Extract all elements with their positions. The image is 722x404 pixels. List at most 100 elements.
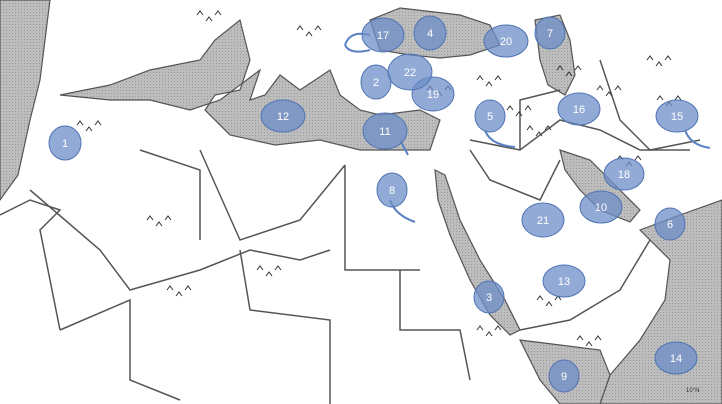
marker-circle [413, 15, 447, 51]
marker-1[interactable]: 1 [48, 125, 82, 161]
marker-circle [483, 24, 529, 58]
marker-18[interactable]: 18 [603, 157, 645, 191]
marker-15[interactable]: 15 [655, 99, 699, 133]
marker-6[interactable]: 6 [654, 207, 686, 241]
marker-label: 7 [547, 28, 553, 40]
marker-circle [260, 99, 306, 133]
atlantic-ocean [0, 0, 51, 202]
mountain-icon [205, 16, 213, 22]
mountain-icon [214, 10, 222, 16]
mountain-icon [596, 85, 604, 91]
mountain-icon [524, 105, 532, 111]
mountain-icon [166, 285, 174, 291]
marker-21[interactable]: 21 [521, 202, 565, 238]
mountain-icon [494, 75, 502, 81]
marker-circle [654, 341, 698, 375]
mountain-icon [296, 25, 304, 31]
mountain-icon [656, 95, 664, 101]
mountain-icon [314, 25, 322, 31]
marker-circle [376, 172, 408, 208]
marker-5[interactable]: 5 [474, 99, 506, 133]
marker-label: 19 [427, 89, 439, 101]
marker-4[interactable]: 4 [413, 15, 447, 51]
marker-label: 4 [427, 28, 433, 40]
marker-label: 20 [500, 36, 512, 48]
mountain-icon [634, 155, 642, 161]
mountain-icon [274, 265, 282, 271]
marker-circle [361, 17, 405, 53]
mediterranean-sea [59, 18, 441, 151]
mountain-icon [476, 75, 484, 81]
mountain-icon [476, 325, 484, 331]
marker-label: 11 [379, 126, 390, 138]
mountain-icon [506, 105, 514, 111]
marker-label: 8 [389, 185, 395, 197]
marker-20[interactable]: 20 [483, 24, 529, 58]
marker-circle [548, 359, 580, 393]
mountain-icon [164, 215, 172, 221]
mountain-icon [184, 285, 192, 291]
marker-13[interactable]: 13 [542, 264, 586, 298]
marker-17[interactable]: 17 [361, 17, 405, 53]
marker-label: 9 [561, 371, 567, 383]
marker-14[interactable]: 14 [654, 341, 698, 375]
marker-label: 2 [373, 77, 379, 89]
marker-12[interactable]: 12 [260, 99, 306, 133]
mountain-icon [574, 65, 582, 71]
marker-circle [579, 190, 623, 224]
mountain-icon [155, 221, 163, 227]
marker-circle [521, 202, 565, 238]
marker-circle [542, 264, 586, 298]
mountain-icon [196, 10, 204, 16]
marker-circle [603, 157, 645, 191]
marker-circle [655, 99, 699, 133]
marker-label: 13 [558, 276, 570, 288]
mountain-icon [646, 55, 654, 61]
marker-label: 10 [595, 202, 607, 214]
mountain-icon [485, 331, 493, 337]
mountain-icon [265, 271, 273, 277]
marker-label: 6 [667, 219, 673, 231]
mountain-icon [256, 265, 264, 271]
marker-2[interactable]: 2 [360, 64, 392, 100]
mountain-icon [175, 291, 183, 297]
mountain-icon [76, 120, 84, 126]
mountain-icon [526, 125, 534, 131]
mountain-icon [485, 81, 493, 87]
marker-label: 3 [486, 292, 492, 304]
mountain-icon [305, 31, 313, 37]
marker-10[interactable]: 10 [579, 190, 623, 224]
mountain-icon [664, 55, 672, 61]
arrow-5 [484, 129, 516, 148]
marker-22[interactable]: 22 [387, 53, 433, 91]
mountain-icon [674, 95, 682, 101]
marker-label: 16 [573, 104, 585, 116]
marker-circle [48, 125, 82, 161]
marker-3[interactable]: 3 [473, 280, 505, 314]
mountain-icon [85, 126, 93, 132]
marker-circle [534, 16, 566, 50]
marker-circle [654, 207, 686, 241]
mountain-icon [146, 215, 154, 221]
marker-7[interactable]: 7 [534, 16, 566, 50]
marker-label: 5 [487, 111, 493, 123]
marker-8[interactable]: 8 [376, 172, 408, 208]
marker-circle [360, 64, 392, 100]
marker-label: 1 [62, 138, 68, 150]
marker-16[interactable]: 16 [557, 92, 601, 126]
mountain-icon [535, 131, 543, 137]
marker-circle [557, 92, 601, 126]
marker-label: 17 [377, 30, 389, 42]
marker-label: 18 [618, 169, 630, 181]
marker-circle [473, 280, 505, 314]
marker-circle [387, 53, 433, 91]
mountain-icon [614, 85, 622, 91]
mountain-icon [515, 111, 523, 117]
marker-11[interactable]: 11 [362, 112, 408, 150]
mountain-icon [545, 301, 553, 307]
mountain-icon [594, 335, 602, 341]
marker-label: 14 [670, 353, 682, 365]
marker-9[interactable]: 9 [548, 359, 580, 393]
